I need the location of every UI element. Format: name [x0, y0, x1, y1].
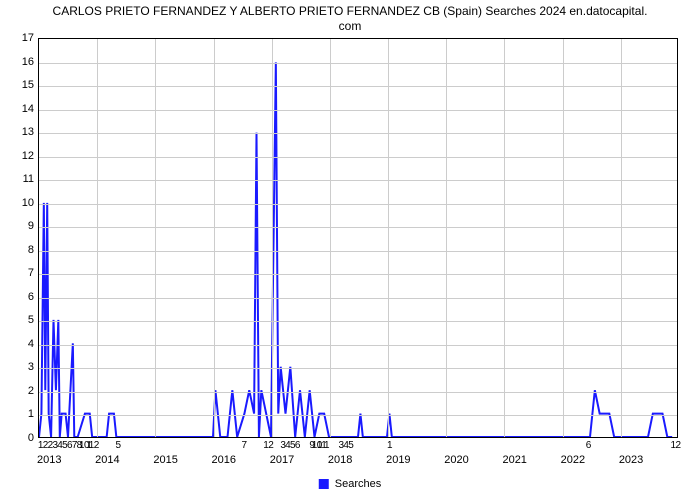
- y-tick-label: 13: [4, 126, 34, 138]
- x-year-label: 2019: [386, 454, 410, 466]
- gridline-h: [39, 133, 677, 134]
- line-series: [39, 39, 677, 437]
- x-minor-label: 5: [348, 440, 353, 451]
- x-year-label: 2020: [444, 454, 468, 466]
- y-tick-label: 5: [4, 314, 34, 326]
- x-year-label: 2017: [270, 454, 294, 466]
- x-minor-label: 7: [242, 440, 247, 451]
- gridline-h: [39, 392, 677, 393]
- x-year-label: 2013: [37, 454, 61, 466]
- gridline-h: [39, 157, 677, 158]
- x-year-label: 2016: [212, 454, 236, 466]
- x-year-label: 2014: [95, 454, 119, 466]
- gridline-h: [39, 251, 677, 252]
- y-tick-label: 10: [4, 197, 34, 209]
- y-tick-label: 2: [4, 385, 34, 397]
- gridline-h: [39, 110, 677, 111]
- gridline-v: [97, 39, 98, 437]
- x-minor-label: 12: [671, 440, 681, 451]
- y-tick-label: 0: [4, 432, 34, 444]
- y-tick-label: 16: [4, 56, 34, 68]
- x-year-ticks: 2013 2014 2015 2016 2017 2018 2019 2020 2021 2022…: [38, 454, 678, 468]
- gridline-v: [272, 39, 273, 437]
- x-minor-label: 12: [89, 440, 99, 451]
- y-tick-label: 17: [4, 32, 34, 44]
- gridline-v: [504, 39, 505, 437]
- legend-swatch: [319, 479, 329, 489]
- gridline-h: [39, 180, 677, 181]
- y-tick-label: 8: [4, 244, 34, 256]
- gridline-v: [621, 39, 622, 437]
- x-minor-label: 12: [263, 440, 273, 451]
- gridline-v: [446, 39, 447, 437]
- gridline-h: [39, 298, 677, 299]
- gridline-v: [388, 39, 389, 437]
- gridline-h: [39, 274, 677, 275]
- gridline-v: [563, 39, 564, 437]
- chart-title: CARLOS PRIETO FERNANDEZ Y ALBERTO PRIETO…: [0, 0, 700, 34]
- x-year-label: 2018: [328, 454, 352, 466]
- gridline-h: [39, 321, 677, 322]
- gridline-h: [39, 415, 677, 416]
- gridline-v: [330, 39, 331, 437]
- y-tick-label: 9: [4, 220, 34, 232]
- gridline-h: [39, 204, 677, 205]
- legend-label: Searches: [335, 478, 381, 490]
- gridline-h: [39, 345, 677, 346]
- x-year-label: 2021: [502, 454, 526, 466]
- x-minor-label: 1: [387, 440, 392, 451]
- x-year-label: 2023: [619, 454, 643, 466]
- y-tick-label: 7: [4, 267, 34, 279]
- gridline-h: [39, 86, 677, 87]
- gridline-h: [39, 368, 677, 369]
- x-minor-ticks: 12234567810112571234569101113451612: [38, 440, 678, 454]
- y-tick-label: 4: [4, 338, 34, 350]
- x-year-label: 2015: [153, 454, 177, 466]
- legend: Searches: [319, 478, 381, 490]
- y-tick-label: 6: [4, 291, 34, 303]
- x-minor-label: 6: [586, 440, 591, 451]
- gridline-h: [39, 227, 677, 228]
- gridline-v: [155, 39, 156, 437]
- x-minor-label: 6: [295, 440, 300, 451]
- title-line-2: com: [339, 19, 362, 33]
- title-line-1: CARLOS PRIETO FERNANDEZ Y ALBERTO PRIETO…: [53, 4, 648, 18]
- y-tick-label: 14: [4, 103, 34, 115]
- y-tick-label: 1: [4, 408, 34, 420]
- x-minor-label: 5: [115, 440, 120, 451]
- y-tick-label: 11: [4, 173, 34, 185]
- plot-area: [38, 38, 678, 438]
- y-tick-label: 15: [4, 79, 34, 91]
- x-year-label: 2022: [561, 454, 585, 466]
- y-tick-label: 3: [4, 361, 34, 373]
- x-minor-label: 1: [324, 440, 329, 451]
- gridline-h: [39, 63, 677, 64]
- gridline-v: [214, 39, 215, 437]
- y-tick-label: 12: [4, 150, 34, 162]
